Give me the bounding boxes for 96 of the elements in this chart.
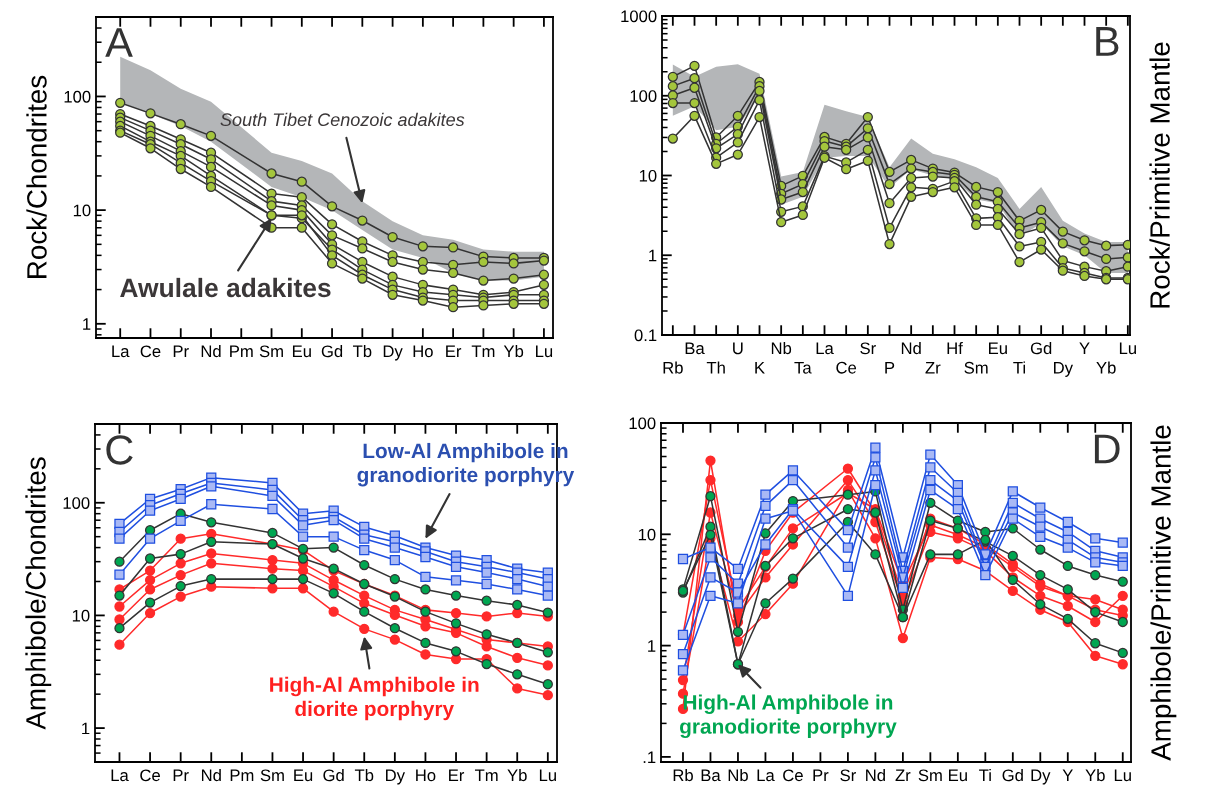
chart-title: C: [106, 435, 133, 465]
annotation: High-Al Amphibole in granodiorite porphyry: [680, 694, 897, 739]
y-tick-label: 100: [64, 90, 91, 103]
x-tick-label: Yb: [503, 344, 524, 358]
x-tick-label: Er: [446, 345, 462, 358]
x-tick-label: Hf: [947, 341, 963, 355]
y-tick-label: 1: [83, 318, 91, 330]
x-tick-label: Dy: [1031, 769, 1051, 785]
x-tick-label: Ti: [979, 768, 991, 782]
y-tick-label: 1: [82, 722, 90, 735]
x-tick-label: Dy: [1054, 362, 1073, 377]
x-tick-label: Yb: [1085, 768, 1105, 782]
x-tick-label: Sr: [860, 342, 876, 355]
x-tick-label: La: [111, 769, 129, 782]
chart-title: A: [105, 28, 133, 57]
y-axis-title: Amphibole/Chondrites: [25, 457, 52, 730]
x-tick-label: Rb: [663, 361, 683, 374]
chart-title: D: [1094, 434, 1120, 464]
y-tick-label: 10: [73, 204, 91, 217]
x-tick-label: Lu: [1119, 342, 1136, 355]
x-tick-label: Eu: [294, 769, 313, 782]
x-tick-label: Eu: [989, 342, 1007, 355]
x-tick-label: Pm: [230, 769, 254, 782]
x-tick-label: Gd: [1002, 768, 1023, 782]
y-axis-title: Amphibole/Primitive Mantle: [1150, 425, 1177, 761]
y-tick-label: 100: [63, 497, 90, 509]
y-tick-label: 100: [630, 90, 657, 102]
x-tick-label: Gd: [323, 768, 344, 782]
annotation: High-Al Amphibole in diorite porphyry: [270, 676, 479, 721]
y-tick-label: 1: [648, 640, 656, 652]
x-tick-label: Ho: [416, 769, 436, 782]
x-tick-label: Y: [1079, 342, 1090, 355]
x-tick-label: Nb: [771, 341, 792, 355]
y-axis-title: Rock/Chondrites: [26, 75, 47, 278]
annotation: Awulale adakites: [120, 277, 331, 298]
x-tick-label: La: [816, 342, 834, 355]
x-tick-label: Zr: [925, 362, 941, 374]
x-tick-label: Dy: [386, 769, 405, 785]
x-tick-label: Ba: [685, 342, 705, 355]
x-tick-label: Tm: [474, 769, 498, 782]
x-tick-label: Rb: [673, 768, 693, 782]
x-tick-label: Gd: [1030, 341, 1052, 355]
x-tick-label: Ti: [1013, 361, 1026, 374]
x-tick-label: Nd: [866, 768, 885, 782]
x-tick-label: Zr: [895, 769, 911, 782]
x-tick-label: U: [733, 342, 743, 355]
x-tick-label: Sm: [260, 769, 284, 782]
x-tick-label: Tb: [352, 344, 372, 358]
x-tick-label: Nd: [201, 768, 221, 782]
y-tick-label: 0.1: [634, 329, 657, 342]
x-tick-label: Tb: [354, 768, 374, 782]
x-tick-label: Yb: [1096, 361, 1116, 374]
chart-title: B: [1096, 27, 1119, 56]
x-tick-label: Sr: [840, 769, 856, 782]
x-tick-label: La: [757, 769, 775, 782]
x-tick-label: Pr: [813, 769, 829, 782]
x-tick-label: Nd: [901, 341, 921, 355]
x-tick-label: Y: [1062, 769, 1073, 782]
x-tick-label: Ta: [794, 362, 812, 374]
x-tick-label: Eu: [949, 769, 967, 782]
y-tick-label: 1000: [621, 10, 657, 23]
x-tick-label: Tm: [471, 345, 495, 358]
x-tick-label: Ho: [413, 345, 433, 358]
x-tick-label: Dy: [383, 345, 403, 361]
x-tick-label: Sm: [918, 769, 942, 782]
x-tick-label: Lu: [539, 769, 556, 782]
x-tick-label: Ce: [836, 361, 857, 374]
x-tick-label: Gd: [321, 344, 343, 358]
x-tick-label: Ce: [783, 769, 803, 782]
x-tick-label: Er: [449, 769, 465, 782]
annotation: South Tibet Cenozoic adakites: [220, 112, 465, 127]
y-tick-label: 100: [629, 417, 656, 430]
x-tick-label: La: [112, 345, 130, 358]
x-tick-label: Pr: [173, 769, 189, 782]
y-tick-label: 10: [72, 609, 90, 622]
y-tick-label: 10: [638, 528, 656, 541]
x-tick-label: Nd: [201, 344, 221, 358]
x-tick-label: Sm: [259, 345, 283, 358]
x-tick-label: K: [755, 362, 765, 374]
x-tick-label: Sm: [964, 361, 988, 374]
x-tick-label: Lu: [1114, 769, 1131, 782]
x-tick-label: Th: [706, 361, 725, 374]
x-tick-label: Nb: [728, 768, 748, 782]
y-tick-label: .1: [643, 751, 656, 763]
x-tick-label: Eu: [292, 345, 311, 358]
x-tick-label: Yb: [507, 768, 527, 782]
x-tick-label: P: [885, 362, 895, 374]
y-tick-label: 1: [649, 249, 657, 262]
x-tick-label: Ce: [140, 345, 161, 358]
x-tick-label: Lu: [536, 345, 553, 358]
x-tick-label: Pm: [230, 345, 253, 358]
y-axis-title: Rock/Primitive Mantle: [1149, 42, 1170, 308]
x-tick-label: Ce: [140, 769, 160, 782]
x-tick-label: Pr: [173, 345, 189, 358]
y-tick-label: 10: [639, 169, 657, 182]
x-tick-label: Ba: [701, 769, 721, 782]
